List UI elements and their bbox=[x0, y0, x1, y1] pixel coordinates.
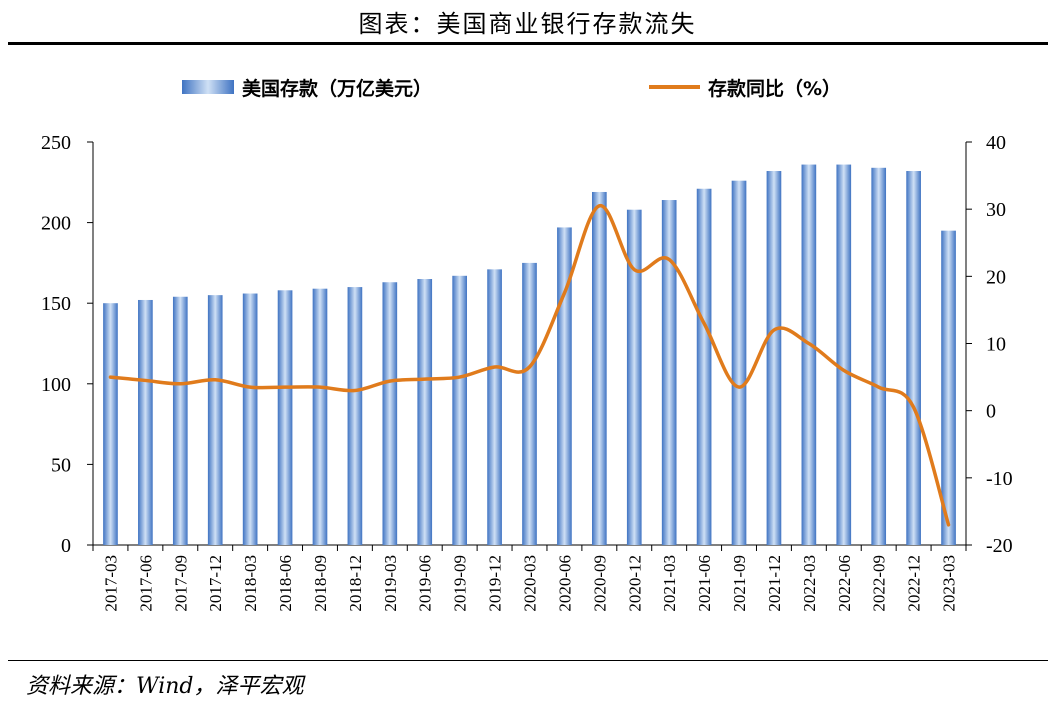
line-series bbox=[108, 204, 951, 527]
bar bbox=[347, 287, 363, 545]
bar bbox=[487, 269, 502, 545]
deposit-yoy-line bbox=[108, 204, 951, 527]
x-tick-label: 2017-03 bbox=[101, 555, 120, 612]
y-right-tick-label: 40 bbox=[986, 132, 1006, 154]
footer-rule bbox=[8, 660, 1048, 661]
y-right-tick-label: -10 bbox=[986, 468, 1013, 490]
legend-line-label: 存款同比（%） bbox=[708, 77, 841, 100]
bar bbox=[522, 262, 537, 545]
x-tick-label: 2020-09 bbox=[590, 555, 609, 612]
x-tick-label: 2017-06 bbox=[136, 555, 155, 612]
bar bbox=[766, 171, 782, 545]
x-tick-label: 2018-06 bbox=[276, 555, 295, 612]
bar bbox=[906, 171, 921, 545]
legend: 美国存款（万亿美元） 存款同比（%） bbox=[182, 77, 841, 100]
y-right-tick-label: 30 bbox=[986, 199, 1006, 221]
title-rule bbox=[8, 42, 1048, 45]
x-tick-label: 2019-12 bbox=[486, 555, 505, 612]
bar bbox=[312, 288, 328, 545]
bar bbox=[626, 209, 642, 546]
x-tick-label: 2021-03 bbox=[660, 555, 679, 612]
bar bbox=[557, 227, 572, 545]
bar bbox=[941, 230, 956, 545]
axes: 0 50 100 150 200 250 -20 -10 0 10 20 30 40 2017-03 201… bbox=[41, 132, 1013, 612]
bar bbox=[172, 296, 188, 545]
bar bbox=[452, 275, 467, 545]
y-left-tick-label: 50 bbox=[51, 454, 71, 476]
chart-area: 美国存款（万亿美元） 存款同比（%） 050100150200250-20-10… bbox=[41, 77, 1013, 612]
bar bbox=[871, 167, 887, 545]
bar bbox=[277, 290, 293, 545]
bar bbox=[696, 188, 712, 546]
bar bbox=[661, 200, 677, 546]
x-tick-label: 2021-09 bbox=[730, 555, 749, 612]
bar bbox=[138, 299, 153, 545]
y-right-tick-label: 10 bbox=[986, 334, 1006, 356]
x-tick-label: 2020-12 bbox=[625, 555, 644, 612]
x-tick-label: 2019-06 bbox=[416, 555, 435, 612]
y-right-tick-label: 0 bbox=[986, 401, 996, 423]
x-tick-label: 2018-09 bbox=[311, 555, 330, 612]
y-left-tick-label: 100 bbox=[41, 374, 71, 396]
bar bbox=[592, 191, 607, 546]
bar bbox=[801, 164, 817, 545]
bar-series bbox=[103, 164, 956, 546]
bar bbox=[103, 303, 118, 545]
bar bbox=[731, 180, 747, 546]
x-tick-label: 2023-03 bbox=[940, 555, 959, 612]
x-tick-label: 2022-09 bbox=[870, 555, 889, 612]
bar bbox=[207, 295, 223, 545]
x-tick-label: 2018-03 bbox=[241, 555, 260, 612]
y-right-tick-label: -20 bbox=[986, 535, 1013, 557]
y-right-tick-label: 20 bbox=[986, 266, 1006, 288]
bar bbox=[417, 279, 433, 545]
x-tick-label: 2017-09 bbox=[171, 555, 190, 612]
source-note: 资料来源：Wind，泽平宏观 bbox=[26, 674, 304, 699]
x-tick-label: 2019-03 bbox=[381, 555, 400, 612]
y-left-tick-label: 150 bbox=[41, 293, 71, 315]
legend-bar-label: 美国存款（万亿美元） bbox=[242, 77, 432, 100]
y-left-tick-label: 250 bbox=[41, 132, 71, 154]
x-tick-label: 2020-03 bbox=[521, 555, 540, 612]
legend-bar-swatch bbox=[182, 80, 234, 94]
x-tick-label: 2017-12 bbox=[206, 555, 225, 612]
bar bbox=[836, 164, 852, 545]
x-tick-label: 2018-12 bbox=[346, 555, 365, 612]
chart-title: 图表：美国商业银行存款流失 bbox=[358, 10, 697, 38]
x-tick-label: 2022-12 bbox=[905, 555, 924, 612]
bar bbox=[382, 282, 398, 545]
x-tick-label: 2022-03 bbox=[800, 555, 819, 612]
x-tick-label: 2022-06 bbox=[835, 555, 854, 612]
x-tick-label: 2021-06 bbox=[695, 555, 714, 612]
x-tick-label: 2021-12 bbox=[765, 555, 784, 612]
x-tick-label: 2019-09 bbox=[451, 555, 470, 612]
x-tick-label: 2020-06 bbox=[555, 555, 574, 612]
y-left-tick-label: 0 bbox=[61, 535, 71, 557]
y-left-tick-label: 200 bbox=[41, 213, 71, 235]
bar bbox=[242, 293, 258, 545]
